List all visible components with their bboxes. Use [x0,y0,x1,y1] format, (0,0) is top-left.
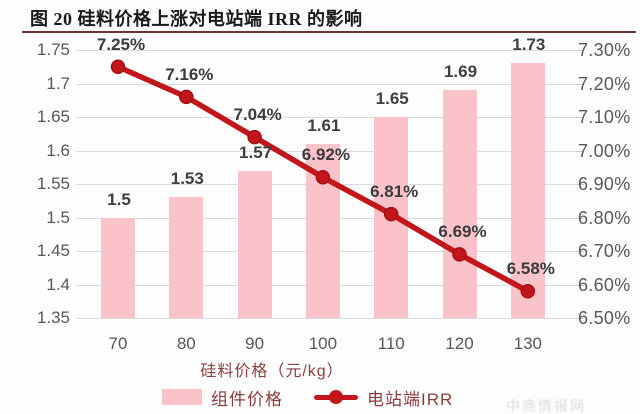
right-axis-tick-mark [576,217,584,219]
x-axis-tick: 120 [445,334,474,353]
right-axis-tick-mark [576,184,584,185]
right-axis-tick: 6.70% [578,241,631,261]
bar-value-label: 1.61 [307,115,341,135]
right-axis-tick: 6.80% [578,207,631,228]
bar-value-label: 1.65 [375,89,409,108]
right-axis-tick: 6.60% [578,274,631,295]
price-bar [101,217,135,318]
left-axis-tick: 1.4 [46,274,70,294]
gridline [76,318,576,319]
price-bar [442,90,477,318]
x-axis-tick: 100 [308,334,338,353]
price-bar [510,63,545,318]
price-bar [374,117,409,318]
title-divider [22,31,636,33]
x-axis-title: 硅料价格（元/kg） [200,363,344,380]
right-axis-tick-mark [576,83,584,85]
left-axis-tick: 1.35 [36,308,70,327]
right-axis-tick: 6.50% [578,308,631,328]
left-axis-tick: 1.6 [46,140,70,160]
x-axis-tick: 80 [176,334,196,353]
legend: 组件价格 电站端IRR [162,386,454,409]
x-axis-tick: 130 [513,334,542,353]
figure-title: 图 20 硅料价格上涨对电站端 IRR 的影响 [30,9,363,29]
right-axis-tick-mark [576,251,584,252]
irr-value-label: 6.81% [370,182,419,202]
x-axis-tick: 70 [108,334,128,353]
left-axis-tick: 1.7 [46,73,70,93]
price-bar [305,143,340,318]
right-axis-tick: 7.10% [578,107,631,127]
irr-value-label: 6.69% [438,222,487,242]
irr-value-label: 7.04% [233,105,282,125]
irr-marker [179,89,194,105]
irr-value-label: 7.16% [165,64,214,84]
right-axis-tick-mark [576,318,584,319]
left-axis-tick: 1.55 [36,174,70,193]
irr-value-label: 6.92% [301,145,350,165]
irr-value-label: 7.25% [96,34,146,54]
right-axis-tick: 7.20% [578,73,631,94]
right-axis-tick-mark [576,150,584,152]
watermark: 中商情报网 [506,398,586,414]
right-axis-tick: 6.90% [578,174,631,194]
bar-value-label: 1.73 [512,35,546,55]
bar-value-label: 1.57 [239,142,273,162]
x-axis-tick: 90 [245,334,265,353]
irr-marker [110,59,126,74]
legend-bar-swatch-icon [162,389,202,405]
bar-value-label: 1.53 [170,169,204,189]
legend-label-irr: 电站端IRR [367,389,454,409]
left-axis-tick: 1.5 [46,207,70,227]
right-axis-tick: 7.00% [578,140,631,161]
bar-value-label: 1.5 [107,189,131,209]
left-axis-tick: 1.75 [36,40,70,59]
legend-label-module-price: 组件价格 [211,389,283,409]
left-axis-tick: 1.45 [36,241,70,260]
left-axis-tick: 1.65 [36,107,70,126]
price-bar [237,170,272,318]
gridline [76,50,576,51]
right-axis-tick-mark [576,284,584,286]
right-axis-tick-mark [576,117,584,118]
price-bar [169,197,204,318]
legend-line-swatch-icon [314,389,358,405]
x-axis-tick: 110 [377,334,405,353]
bar-value-label: 1.69 [443,62,478,82]
irr-value-label: 6.58% [506,259,555,279]
right-axis-tick-mark [576,50,584,51]
gridline [76,83,576,85]
right-axis-tick: 7.30% [578,40,631,60]
